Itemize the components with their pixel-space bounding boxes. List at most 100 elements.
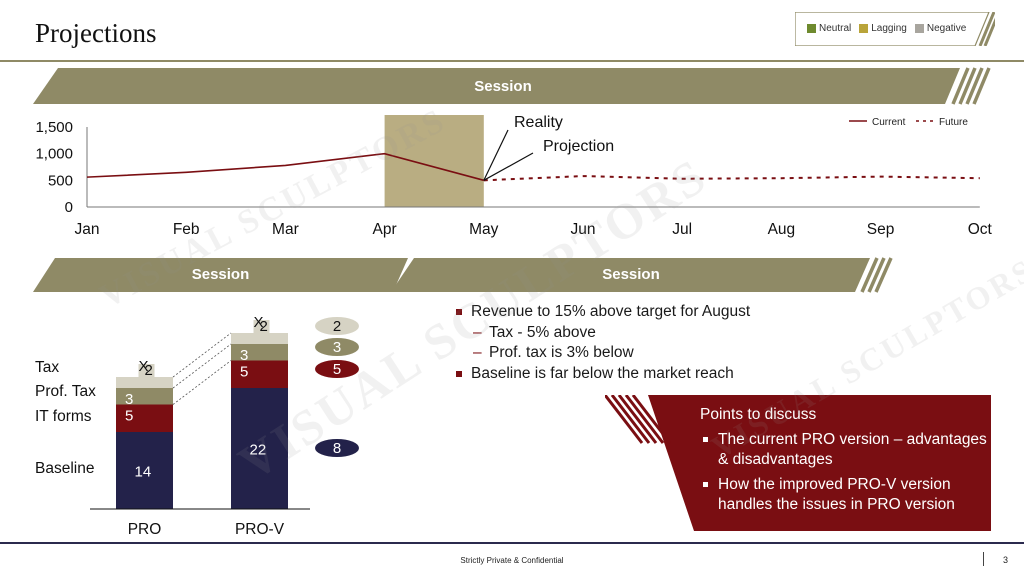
x-tick-label: Sep (867, 221, 895, 238)
discussion-content: Points to discuss The current PRO versio… (700, 405, 990, 520)
difference-badge (315, 360, 359, 378)
difference-value: 8 (333, 440, 341, 457)
series-label: Prof. Tax (35, 383, 96, 400)
left-banner-label: Session (191, 266, 250, 283)
line-chart: 0 500 1,000 1,500 Jan Feb Mar Apr May Jun Jul Aug Se… (35, 114, 993, 238)
discussion-heading: Points to discuss (700, 406, 817, 423)
bar-segment-baseline (231, 388, 288, 509)
category-label: PRO (128, 521, 162, 538)
y-tick-label: 500 (48, 172, 73, 189)
banner-stripe (972, 67, 991, 105)
x-tick-label: Jun (571, 221, 596, 238)
x-tick-label: Aug (768, 221, 796, 238)
bullet-item: Revenue to 15% above target for August (455, 302, 875, 323)
difference-value: 5 (333, 361, 341, 378)
bar-segment-it-forms (116, 404, 173, 432)
segment-connector (172, 343, 232, 389)
series-line-current (86, 152, 485, 182)
legend-current-label: Current (872, 117, 906, 128)
difference-badge (315, 439, 359, 457)
series-label: Baseline (35, 460, 94, 477)
bar-value-label: 22 (250, 442, 267, 459)
bar-value-label: 2 (260, 318, 268, 335)
right-banner-label: Session (602, 266, 660, 283)
top-banner (33, 68, 960, 104)
bar-top-marker: X (138, 358, 148, 375)
page-number: 3 (1003, 555, 1009, 565)
page-number-separator (983, 552, 984, 566)
banner-stripe (965, 67, 984, 105)
bar-value-label: 14 (135, 464, 152, 481)
x-tick-label: Apr (373, 221, 397, 238)
bar-segment-prof-tax (231, 344, 288, 361)
reality-callout (483, 129, 509, 181)
tax-label-bg (138, 364, 155, 381)
banner-shapes (33, 67, 991, 293)
x-tick-label: May (469, 221, 499, 238)
x-tick-label: Mar (272, 221, 299, 238)
banner-stripe (867, 257, 886, 293)
findings-list: Revenue to 15% above target for August T… (455, 302, 875, 384)
bar-value-label: 5 (125, 408, 133, 425)
y-tick-label: 1,000 (35, 146, 73, 163)
segment-connector (172, 360, 232, 405)
legend-label: Neutral (819, 23, 852, 34)
highlight-band (384, 115, 484, 207)
page-title: Projections (35, 18, 157, 48)
y-tick-label: 1,500 (35, 119, 73, 136)
difference-value: 3 (333, 339, 341, 356)
bar-segment-tax (231, 333, 288, 344)
legend-item-lagging: Lagging (859, 23, 907, 34)
discussion-box (605, 395, 991, 531)
legend-frame (795, 12, 995, 46)
series-line-future (483, 175, 980, 182)
footer-divider (0, 542, 1024, 544)
lagging-swatch (859, 24, 869, 33)
series-label: Tax (35, 359, 59, 376)
bar-value-label: 3 (240, 347, 248, 364)
y-tick-label: 0 (65, 199, 73, 216)
banner-stripe (958, 67, 977, 105)
legend-item-neutral: Neutral (807, 23, 851, 34)
difference-value: 2 (333, 318, 341, 335)
status-legend: Neutral Lagging Negative (795, 12, 995, 46)
discussion-item: The current PRO version – advantages & d… (700, 430, 990, 471)
reality-annotation: Reality (514, 114, 563, 131)
sub-bullet-item: Tax - 5% above (455, 323, 875, 344)
segment-connector (172, 332, 232, 378)
x-tick-label: Jan (75, 221, 100, 238)
title-divider (0, 60, 1024, 62)
x-tick-label: Oct (968, 221, 993, 238)
banner-stripe (860, 257, 879, 293)
right-banner (391, 258, 870, 292)
legend-item-negative: Negative (914, 23, 967, 34)
footer-confidential: Strictly Private & Confidential (460, 556, 564, 565)
projection-callout (483, 152, 534, 181)
discussion-item: How the improved PRO-V version handles t… (700, 475, 990, 516)
category-label: PRO-V (235, 521, 285, 538)
bar-value-label: 5 (240, 364, 248, 381)
bar-segment-it-forms (231, 360, 288, 388)
tax-label-bg (253, 320, 270, 337)
bar-segment-prof-tax (116, 388, 173, 405)
negative-swatch (914, 24, 924, 33)
bar-top-marker: X (253, 314, 263, 331)
neutral-swatch (807, 24, 816, 33)
left-banner (33, 258, 408, 292)
bar-segment-tax (116, 377, 173, 388)
bar-value-label: 2 (145, 362, 153, 379)
legend-future-label: Future (939, 117, 968, 128)
bar-segment-baseline (116, 432, 173, 509)
legend-label: Negative (926, 23, 967, 34)
projection-annotation: Projection (543, 138, 614, 155)
legend-label: Lagging (871, 23, 907, 34)
series-label: IT forms (35, 408, 92, 425)
x-tick-label: Feb (173, 221, 200, 238)
sub-bullet-item: Prof. tax is 3% below (455, 343, 875, 364)
banner-stripe (874, 257, 893, 293)
x-tick-label: Jul (672, 221, 692, 238)
bullet-item: Baseline is far below the market reach (455, 364, 875, 385)
difference-badge (315, 317, 359, 335)
difference-badge (315, 338, 359, 356)
